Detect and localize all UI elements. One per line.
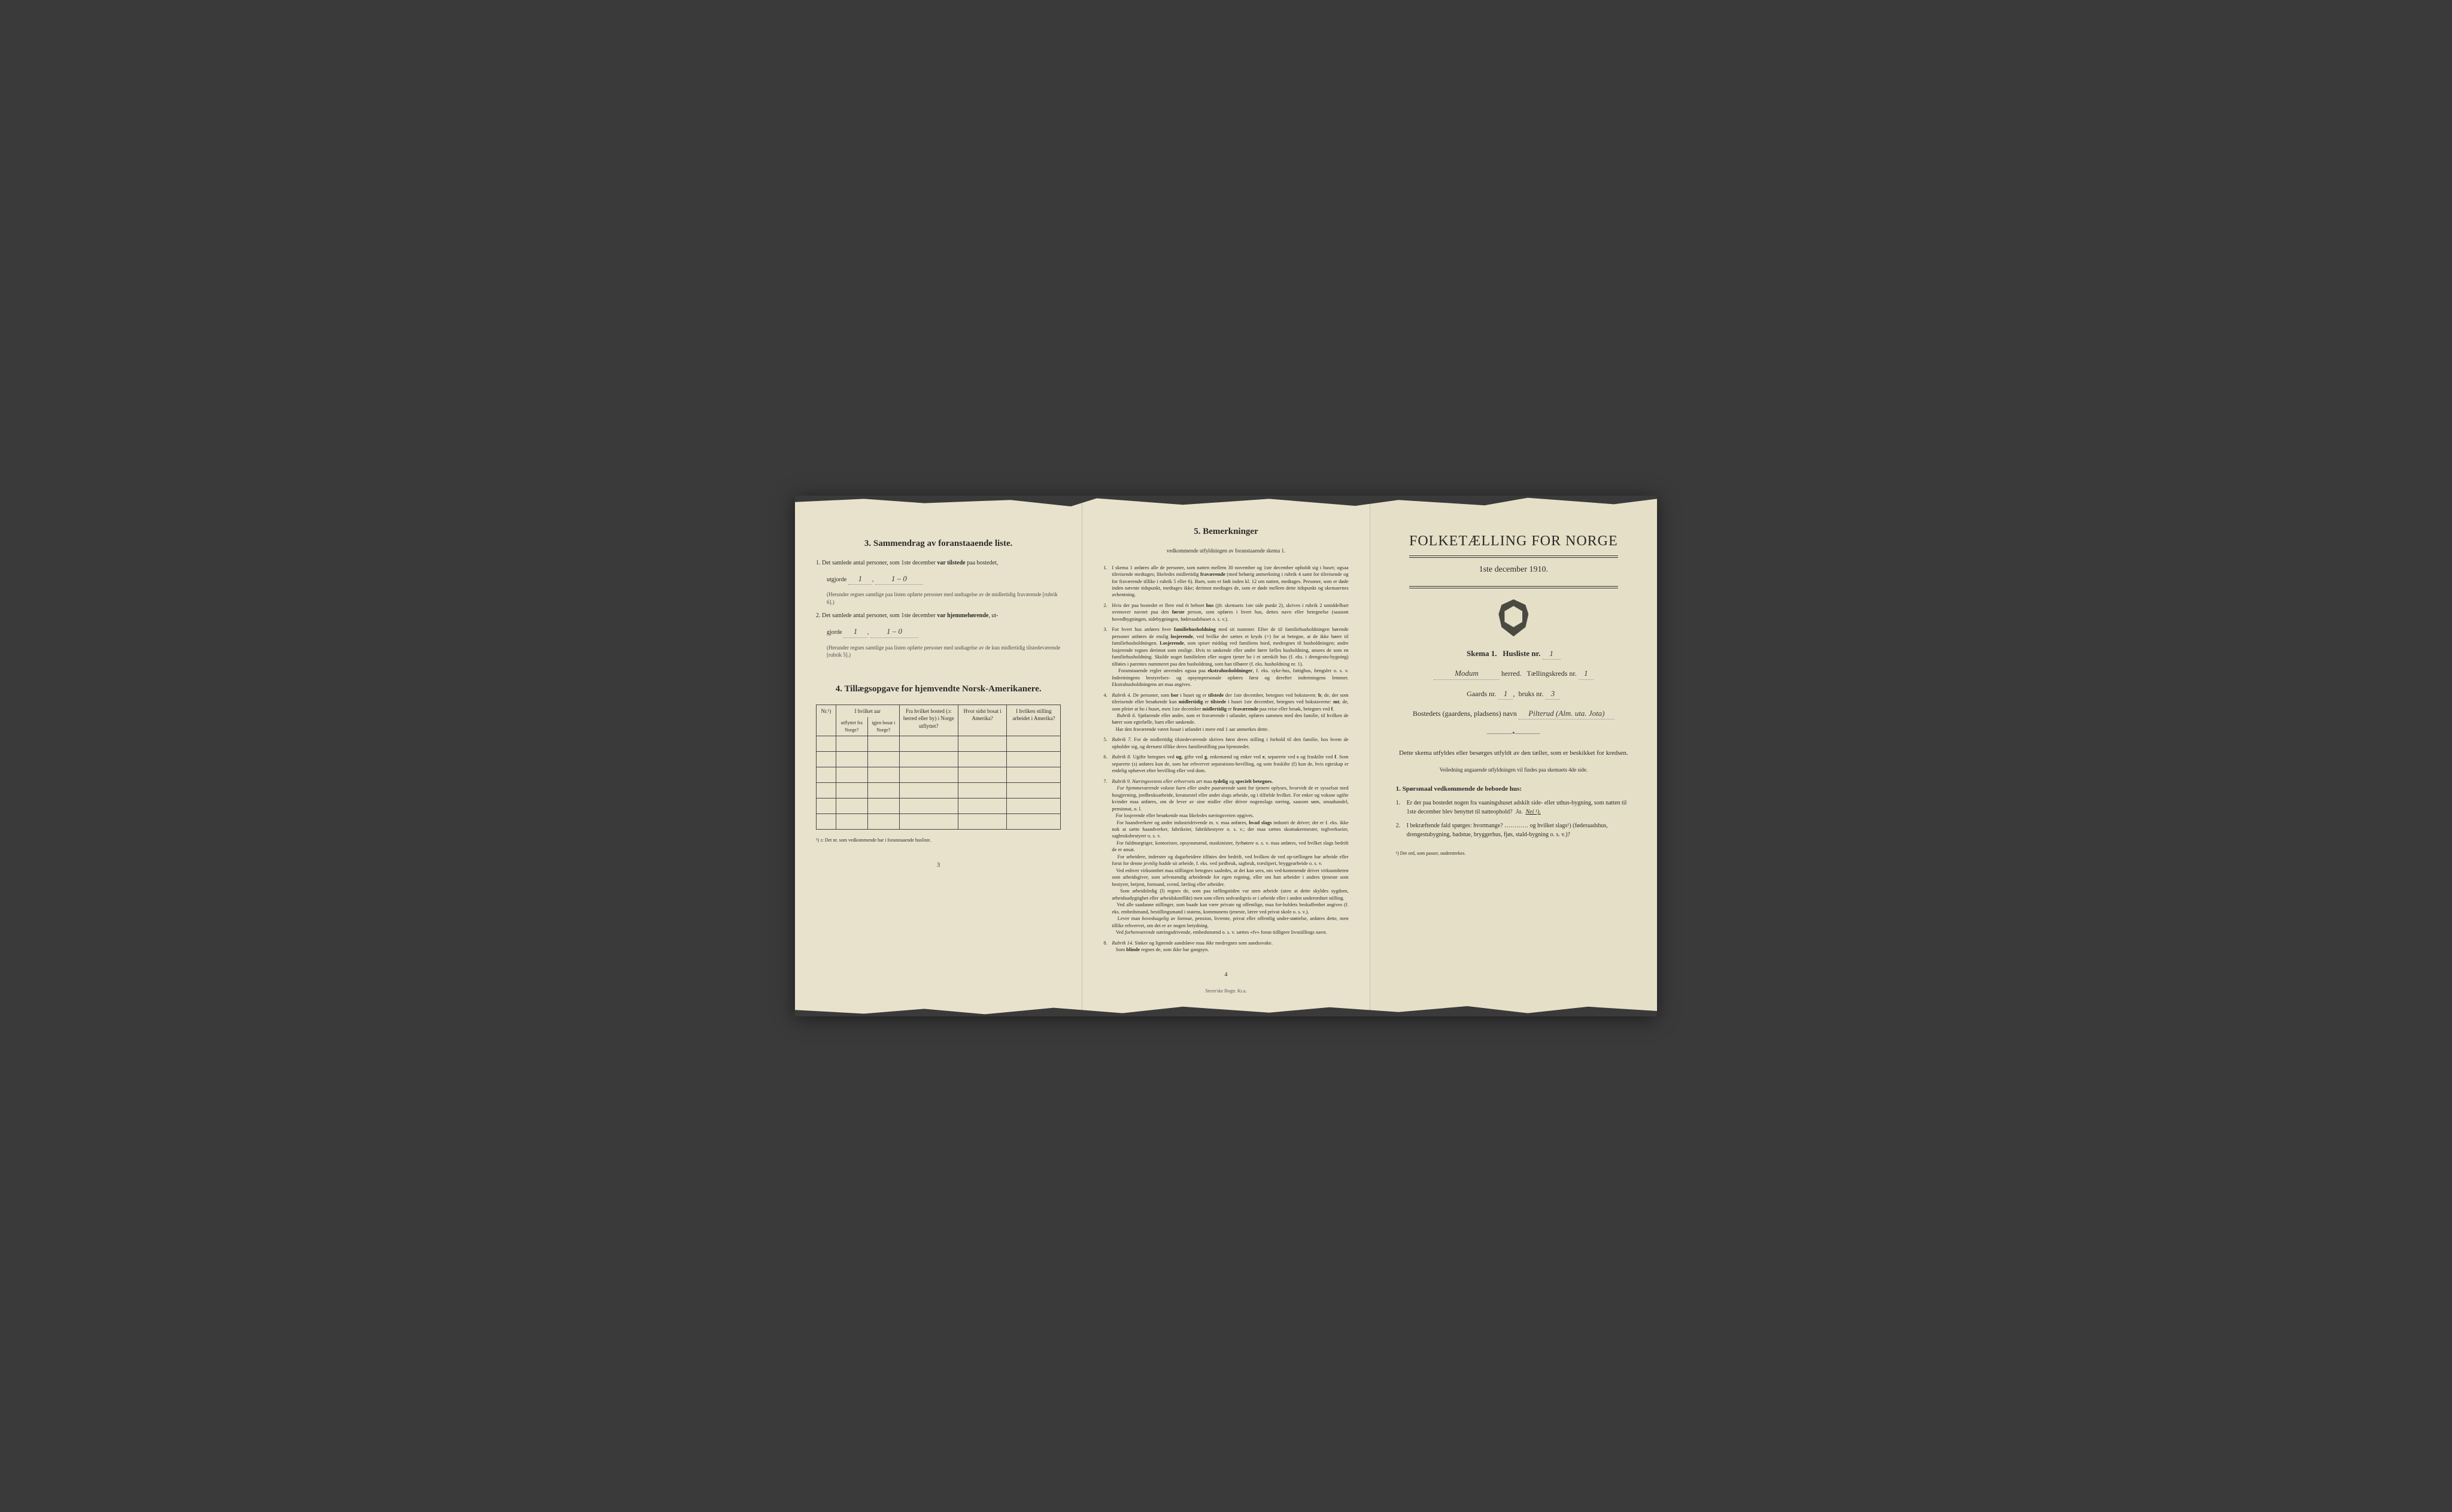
col-group: I hvilket aar <box>836 705 899 717</box>
q2-val1: 1 <box>843 626 867 637</box>
document-triptych: 3. Sammendrag av foranstaaende liste. 1.… <box>795 496 1657 1016</box>
section5-subhead: vedkommende utfyldningen av foranstaaend… <box>1103 547 1348 555</box>
husliste-nr: 1 <box>1543 648 1561 660</box>
herred-val: Modum <box>1434 668 1500 679</box>
col-nr: Nr.¹) <box>817 705 836 736</box>
remark-item: 4.Rubrik 4. De personer, som bor i huset… <box>1103 692 1348 733</box>
answer-ja: Ja. <box>1516 809 1523 815</box>
q2-note: (Herunder regnes samtlige paa listen opf… <box>816 644 1061 659</box>
table-footnote: ¹) ɔ: Det nr. som vedkommende har i fora… <box>816 837 1061 843</box>
col-out: utflyttet fra Norge? <box>836 717 867 736</box>
panel-center: 5. Bemerkninger vedkommende utfyldningen… <box>1082 496 1370 1016</box>
remark-item: 3.For hvert hus anføres hver familiehush… <box>1103 626 1348 688</box>
table-row <box>817 767 1061 782</box>
gaards-val: 1 <box>1498 688 1513 700</box>
question-1: 1. Er der paa bostedet nogen fra vaaning… <box>1407 798 1631 816</box>
main-title: FOLKETÆLLING FOR NORGE <box>1391 532 1636 552</box>
table-row <box>817 782 1061 798</box>
q2-line: 2. Det samlede antal personer, som 1ste … <box>816 612 1061 620</box>
bosted-line: Bostedets (gaardens, pladsens) navn Pilt… <box>1391 708 1636 719</box>
remark-item: 2.Hvis der paa bostedet er flere end ét … <box>1103 602 1348 623</box>
panel-right: FOLKETÆLLING FOR NORGE 1ste december 191… <box>1370 496 1657 1016</box>
q1-val1: 1 <box>848 573 872 585</box>
q1-val2: 1 – 0 <box>875 573 923 585</box>
remarks-list: 1.I skema 1 anføres alle de personer, so… <box>1103 564 1348 954</box>
herred-line: Modum herred. Tællingskreds nr. 1 <box>1391 668 1636 679</box>
na-table: Nr.¹) I hvilket aar Fra hvilket bosted (… <box>816 705 1061 830</box>
bruks-val: 3 <box>1545 688 1560 700</box>
col-from: Fra hvilket bosted (ɔ: herred eller by) … <box>899 705 958 736</box>
q1-values: utgjorde 1, 1 – 0 <box>816 573 1061 585</box>
remark-item: 5.Rubrik 7. For de midlertidig tilstedev… <box>1103 736 1348 750</box>
q2-val2: 1 – 0 <box>870 626 918 637</box>
gaards-line: Gaards nr. 1, bruks nr. 3 <box>1391 688 1636 700</box>
printer-credit: Steen'ske Bogtr. Kr.a. <box>1103 988 1348 994</box>
remark-item: 1.I skema 1 anføres alle de personer, so… <box>1103 564 1348 599</box>
table-row <box>817 798 1061 813</box>
col-back: igjen bosat i Norge? <box>867 717 899 736</box>
question-2: 2. I bekræftende fald spørges: hvormange… <box>1407 821 1631 839</box>
q2-values: gjorde 1, 1 – 0 <box>816 626 1061 637</box>
census-date: 1ste december 1910. <box>1391 564 1636 576</box>
section3-title: 3. Sammendrag av foranstaaende liste. <box>816 538 1061 550</box>
remark-item: 6.Rubrik 8. Ugifte betegnes ved ug, gift… <box>1103 754 1348 774</box>
questions-section: 1. Spørsmaal vedkommende de beboede hus:… <box>1396 785 1631 839</box>
instructions: Dette skema utfyldes eller besørges utfy… <box>1397 748 1630 758</box>
bottom-footnote: ¹) Det ord, som passer, understrekes. <box>1396 850 1631 857</box>
q1-line: 1. Det samlede antal personer, som 1ste … <box>816 559 1061 567</box>
kreds-val: 1 <box>1579 668 1594 679</box>
panel-left: 3. Sammendrag av foranstaaende liste. 1.… <box>795 496 1082 1016</box>
instructions-sub: Veiledning angaaende utfyldningen vil fi… <box>1391 766 1636 774</box>
section4-title: 4. Tillægsopgave for hjemvendte Norsk-Am… <box>816 683 1061 696</box>
table-row <box>817 751 1061 767</box>
ornament-icon: ―――•――― <box>1391 728 1636 740</box>
q-lead: 1. Spørsmaal vedkommende de beboede hus: <box>1396 785 1631 794</box>
table-row <box>817 736 1061 751</box>
skema-line: Skema 1. Husliste nr. 1 <box>1391 648 1636 660</box>
col-last: Hvor sidst bosat i Amerika? <box>958 705 1007 736</box>
coat-of-arms-icon <box>1498 599 1528 636</box>
remark-item: 8.Rubrik 14. Sinker og lignende aandsløv… <box>1103 940 1348 954</box>
table-row <box>817 813 1061 829</box>
na-table-body <box>817 736 1061 829</box>
remark-item: 7.Rubrik 9. Næringsveiens eller erhverve… <box>1103 778 1348 936</box>
col-job: I hvilken stilling arbeidet i Amerika? <box>1007 705 1061 736</box>
pagenum-3: 3 <box>816 861 1061 870</box>
pagenum-4: 4 <box>1103 971 1348 979</box>
bosted-val: Pilterud (Alm. uta. Jota) <box>1519 708 1615 719</box>
section5-title: 5. Bemerkninger <box>1103 526 1348 538</box>
answer-nei: Nei ¹). <box>1526 809 1541 815</box>
q1-note: (Herunder regnes samtlige paa listen opf… <box>816 591 1061 606</box>
